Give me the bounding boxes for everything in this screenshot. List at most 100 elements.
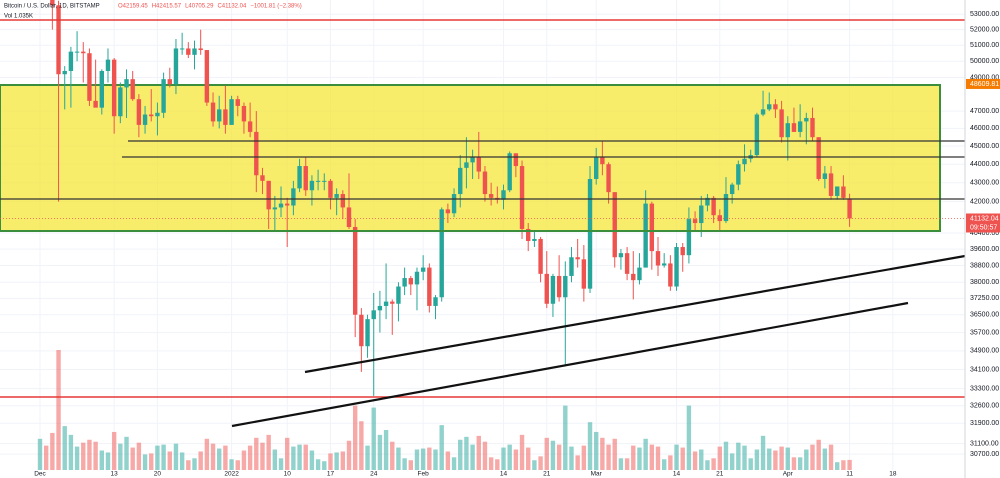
volume-bar — [816, 439, 821, 470]
volume-bar — [797, 457, 803, 470]
candle-body — [674, 247, 679, 287]
candle-body — [359, 314, 364, 347]
volume-bar — [717, 446, 722, 470]
volume-bar — [705, 460, 710, 470]
y-tick-label: 35700.00 — [970, 329, 999, 336]
candle-body — [767, 104, 772, 110]
volume-bar — [340, 451, 346, 470]
volume-bar — [841, 460, 846, 470]
volume-bar — [668, 455, 673, 470]
candle-body — [587, 178, 593, 289]
candle-body — [575, 257, 580, 260]
volume-bar — [810, 444, 815, 470]
candle-body — [414, 271, 420, 285]
ohlc-value: H42415.57 — [152, 4, 182, 10]
volume-bar — [68, 434, 74, 470]
volume-bar — [155, 445, 160, 470]
candle-body — [74, 51, 80, 53]
volume-bar — [266, 434, 271, 470]
candle-body — [773, 104, 778, 110]
trend-line — [231, 301, 909, 428]
candle-body — [99, 70, 104, 108]
candle-body — [62, 70, 67, 75]
volume-bar — [711, 458, 716, 470]
volume-bar — [699, 449, 704, 470]
candle-body — [445, 209, 451, 214]
volume-bar — [291, 446, 296, 470]
candle-body — [93, 100, 98, 108]
candle-body — [779, 109, 784, 138]
volume-bar — [723, 441, 729, 470]
candle-body — [538, 238, 543, 274]
x-tick-label: 20 — [154, 471, 162, 478]
volume-bar — [167, 451, 172, 470]
candle-body — [451, 194, 457, 214]
y-tick-label: 49000.00 — [970, 74, 999, 81]
candle-body — [427, 267, 432, 306]
y-tick-label: 32600.00 — [970, 403, 999, 410]
candle-body — [303, 166, 308, 191]
volume-bar — [748, 458, 753, 470]
x-tick-label: Apr — [783, 471, 794, 478]
volume-bar — [235, 460, 240, 470]
candle-body — [841, 186, 846, 198]
volume-bar — [420, 448, 426, 470]
candle-body — [723, 194, 729, 222]
candle-body — [810, 117, 815, 138]
candle-body — [155, 112, 160, 117]
candle-body — [297, 166, 302, 189]
y-tick-label: 38800.00 — [970, 262, 999, 269]
candle-body — [352, 226, 358, 315]
y-tick-label: 37250.00 — [970, 295, 999, 302]
volume-bar — [661, 459, 667, 470]
candle-body — [278, 203, 284, 208]
candle-body — [198, 48, 203, 51]
candle-body — [346, 207, 352, 227]
candle-body — [618, 253, 624, 258]
candle-body — [272, 207, 278, 210]
candle-body — [204, 50, 210, 103]
candle-body — [371, 310, 376, 320]
drawing-layer: Bitcoin / U.S. Dollar, 1D, BITSTAMP Vol … — [0, 0, 966, 478]
y-tick-label: 53000.00 — [970, 11, 999, 18]
y-tick-label: 36500.00 — [970, 312, 999, 319]
candle-body — [328, 180, 333, 198]
volume-bar — [501, 447, 506, 470]
candle-body — [285, 203, 290, 206]
candle-body — [161, 79, 166, 113]
volume-bar — [754, 449, 760, 470]
candle-body — [315, 180, 321, 182]
candle-body — [612, 192, 617, 258]
candle-body — [556, 275, 562, 298]
candle-body — [433, 297, 438, 306]
ohlc-value: L40705.29 — [185, 4, 214, 10]
candle-body — [600, 156, 605, 165]
volume-bar — [649, 444, 655, 470]
volume-bar — [179, 452, 185, 470]
candle-body — [87, 53, 92, 101]
candle-body — [507, 153, 512, 191]
candle-body — [835, 186, 840, 196]
candle-body — [847, 198, 852, 219]
candle-body — [717, 215, 722, 222]
candle-body — [822, 173, 828, 179]
candle-body — [464, 162, 469, 168]
candle-body — [340, 194, 346, 208]
y-tick-label: 50000.00 — [970, 58, 999, 65]
zone-price-box — [966, 78, 1000, 89]
volume-bar — [729, 453, 735, 470]
symbol: Bitcoin / U.S. Dollar, 1D, BITSTAMP — [4, 4, 100, 10]
volume-bar — [173, 443, 179, 470]
volume-bar — [581, 445, 587, 470]
y-tick-label: 43000.00 — [970, 180, 999, 187]
volume-bar — [445, 451, 451, 470]
trend-line — [304, 254, 966, 374]
candle-body — [754, 114, 760, 156]
volume-bar — [217, 448, 222, 470]
candle-body — [569, 257, 574, 276]
y-tick-label: 33300.00 — [970, 385, 999, 392]
volume-bar — [563, 405, 568, 470]
volume-bar — [507, 444, 512, 470]
ohlc-value: −1001.81 (−2.38%) — [250, 4, 301, 10]
